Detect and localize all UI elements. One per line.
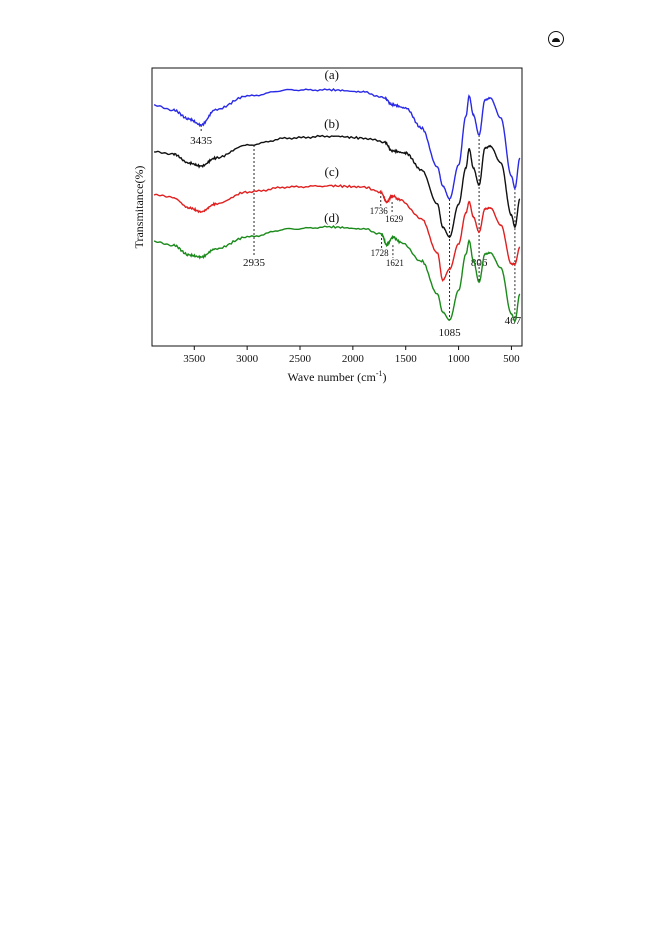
peak-label: 1621 bbox=[386, 258, 404, 268]
y-axis-title: Transmitance(%) bbox=[132, 166, 146, 249]
x-axis: 3500 3000 2500 2000 1500 1000 500 bbox=[183, 346, 520, 365]
peak-label: 3435 bbox=[190, 135, 213, 147]
series-label: (a) bbox=[324, 67, 338, 82]
x-tick-label: 3000 bbox=[236, 353, 259, 365]
peak-label: 2935 bbox=[243, 257, 266, 269]
x-tick-label: 1000 bbox=[448, 353, 471, 365]
series-label: (d) bbox=[324, 210, 339, 225]
eye-seal-icon bbox=[548, 31, 564, 47]
x-tick-label: 2500 bbox=[289, 353, 312, 365]
series-line bbox=[153, 134, 521, 239]
series-label: (b) bbox=[324, 116, 339, 131]
plot-frame bbox=[151, 67, 523, 347]
series-lines bbox=[153, 87, 521, 323]
peak-label: 467 bbox=[505, 315, 522, 327]
peak-label: 1736 bbox=[370, 206, 389, 216]
peak-label: 1629 bbox=[385, 214, 404, 224]
series-line bbox=[153, 184, 521, 283]
peak-label: 1085 bbox=[439, 327, 462, 339]
peak-label: 806 bbox=[471, 257, 488, 269]
series-line bbox=[153, 224, 521, 323]
x-tick-label: 500 bbox=[503, 353, 520, 365]
series-line bbox=[153, 87, 521, 200]
x-tick-label: 1500 bbox=[395, 353, 418, 365]
x-tick-label: 2000 bbox=[342, 353, 365, 365]
x-axis-title: Wave number (cm-1) bbox=[287, 369, 386, 384]
series-labels: (a) (b) (c) (d) bbox=[324, 67, 339, 225]
series-label: (c) bbox=[324, 164, 338, 179]
peak-label: 1728 bbox=[371, 248, 390, 258]
x-tick-label: 3500 bbox=[183, 353, 206, 365]
